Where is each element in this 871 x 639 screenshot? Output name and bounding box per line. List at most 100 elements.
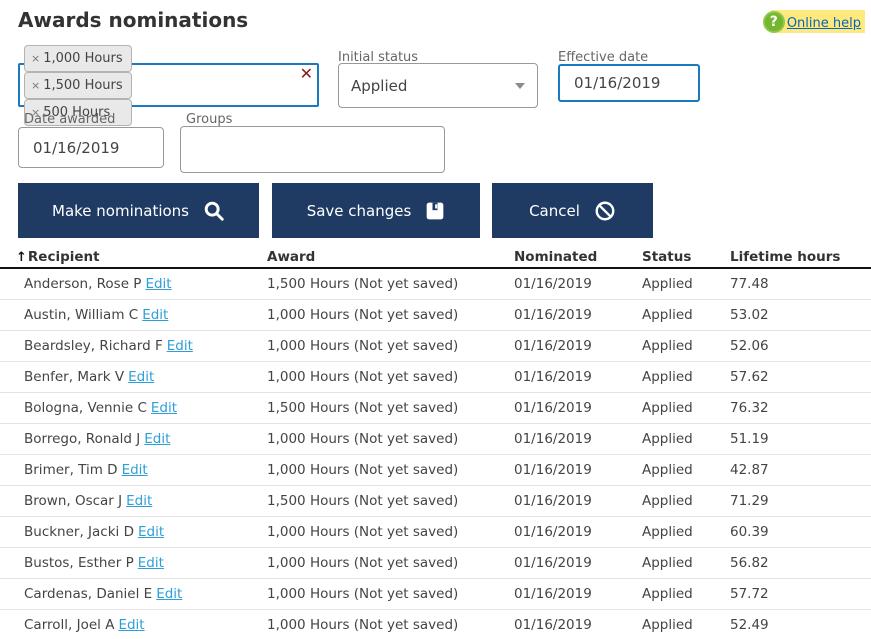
status-cell: Applied <box>642 524 693 540</box>
initial-status-select[interactable]: Applied <box>338 63 538 108</box>
table-row: Anderson, Rose P Edit 1,500 Hours (Not ye… <box>0 269 871 300</box>
cancel-button[interactable]: Cancel <box>492 183 653 238</box>
page-title: Awards nominations <box>18 8 249 32</box>
nominated-cell: 01/16/2019 <box>514 493 592 509</box>
recipient-cell: Carroll, Joel A Edit <box>24 617 145 633</box>
nominated-cell: 01/16/2019 <box>514 555 592 571</box>
nominated-cell: 01/16/2019 <box>514 462 592 478</box>
column-header-recipient[interactable]: ↑ Recipient <box>16 249 100 265</box>
groups-input[interactable] <box>180 126 445 173</box>
type-tag[interactable]: × 1,000 Hours <box>24 44 132 72</box>
recipient-cell: Brown, Oscar J Edit <box>24 493 153 509</box>
date-awarded-input[interactable] <box>18 127 164 168</box>
lifetime-hours-cell: 51.19 <box>730 431 769 447</box>
chevron-down-icon <box>515 82 525 89</box>
lifetime-hours-cell: 52.06 <box>730 338 769 354</box>
lifetime-hours-cell: 76.32 <box>730 400 769 416</box>
table-row: Brimer, Tim D Edit 1,000 Hours (Not yet s… <box>0 455 871 486</box>
make-nominations-button[interactable]: Make nominations <box>18 183 259 238</box>
edit-link[interactable]: Edit <box>118 617 145 633</box>
lifetime-hours-cell: 53.02 <box>730 307 769 323</box>
recipient-cell: Cardenas, Daniel E Edit <box>24 586 183 602</box>
table-row: Austin, William C Edit 1,000 Hours (Not y… <box>0 300 871 331</box>
nominated-cell: 01/16/2019 <box>514 276 592 292</box>
award-cell: 1,000 Hours (Not yet saved) <box>267 369 459 385</box>
status-cell: Applied <box>642 555 693 571</box>
award-cell: 1,000 Hours (Not yet saved) <box>267 462 459 478</box>
groups-label: Groups <box>186 112 233 127</box>
status-cell: Applied <box>642 586 693 602</box>
save-changes-button[interactable]: Save changes <box>272 183 480 238</box>
edit-link[interactable]: Edit <box>142 307 169 323</box>
table-row: Bologna, Vennie C Edit 1,500 Hours (Not y… <box>0 393 871 424</box>
table-row: Buckner, Jacki D Edit 1,000 Hours (Not ye… <box>0 517 871 548</box>
date-awarded-label: Date awarded <box>24 112 116 127</box>
nominations-table: ↑ Recipient Award Nominated Status Lifet… <box>0 247 871 639</box>
types-multiselect[interactable]: × 1,000 Hours × 1,500 Hours × 500 Hours ✕ <box>18 44 319 126</box>
column-header-lifetime-hours[interactable]: Lifetime hours <box>730 249 841 265</box>
table-row: Beardsley, Richard F Edit 1,000 Hours (No… <box>0 331 871 362</box>
table-row: Bustos, Esther P Edit 1,000 Hours (Not ye… <box>0 548 871 579</box>
cancel-icon <box>595 201 615 220</box>
edit-link[interactable]: Edit <box>126 493 153 509</box>
online-help-link[interactable]: Online help <box>786 16 861 31</box>
initial-status-value: Applied <box>351 76 408 95</box>
status-cell: Applied <box>642 431 693 447</box>
nominated-cell: 01/16/2019 <box>514 338 592 354</box>
initial-status-label: Initial status <box>338 50 419 65</box>
nominated-cell: 01/16/2019 <box>514 307 592 323</box>
search-icon <box>204 201 224 221</box>
edit-link[interactable]: Edit <box>144 431 171 447</box>
edit-link[interactable]: Edit <box>137 555 164 571</box>
save-icon <box>426 202 444 219</box>
nominated-cell: 01/16/2019 <box>514 586 592 602</box>
clear-types-icon[interactable]: ✕ <box>299 64 313 83</box>
recipient-cell: Buckner, Jacki D Edit <box>24 524 165 540</box>
award-cell: 1,000 Hours (Not yet saved) <box>267 524 459 540</box>
lifetime-hours-cell: 42.87 <box>730 462 769 478</box>
recipient-cell: Austin, William C Edit <box>24 307 169 323</box>
table-row: Cardenas, Daniel E Edit 1,000 Hours (Not … <box>0 579 871 610</box>
column-header-nominated[interactable]: Nominated <box>514 249 598 265</box>
lifetime-hours-cell: 71.29 <box>730 493 769 509</box>
status-cell: Applied <box>642 338 693 354</box>
award-cell: 1,000 Hours (Not yet saved) <box>267 586 459 602</box>
status-cell: Applied <box>642 276 693 292</box>
edit-link[interactable]: Edit <box>128 369 155 385</box>
recipient-cell: Brimer, Tim D Edit <box>24 462 148 478</box>
nominated-cell: 01/16/2019 <box>514 431 592 447</box>
lifetime-hours-cell: 52.49 <box>730 617 769 633</box>
recipient-cell: Anderson, Rose P Edit <box>24 276 172 292</box>
nominated-cell: 01/16/2019 <box>514 524 592 540</box>
edit-link[interactable]: Edit <box>150 400 178 416</box>
online-help[interactable]: ? Online help <box>762 10 865 33</box>
nominated-cell: 01/16/2019 <box>514 369 592 385</box>
edit-link[interactable]: Edit <box>145 276 172 292</box>
award-cell: 1,000 Hours (Not yet saved) <box>267 555 459 571</box>
edit-link[interactable]: Edit <box>156 586 183 602</box>
lifetime-hours-cell: 57.72 <box>730 586 769 602</box>
table-row: Borrego, Ronald J Edit 1,000 Hours (Not y… <box>0 424 871 455</box>
edit-link[interactable]: Edit <box>121 462 148 478</box>
table-header: ↑ Recipient Award Nominated Status Lifet… <box>0 247 871 269</box>
effective-date-input[interactable] <box>558 64 700 102</box>
status-cell: Applied <box>642 617 693 633</box>
edit-link[interactable]: Edit <box>137 524 165 540</box>
recipient-cell: Borrego, Ronald J Edit <box>24 431 171 447</box>
column-header-status[interactable]: Status <box>642 249 692 265</box>
type-tag[interactable]: × 500 Hours <box>24 98 132 126</box>
type-tag[interactable]: × 1,500 Hours <box>24 71 132 99</box>
remove-tag-icon[interactable]: × <box>31 105 41 119</box>
question-icon: ? <box>762 10 785 33</box>
remove-tag-icon[interactable]: × <box>31 78 41 92</box>
column-header-award[interactable]: Award <box>267 249 316 265</box>
award-cell: 1,500 Hours (Not yet saved) <box>267 276 459 292</box>
recipient-cell: Benfer, Mark V Edit <box>24 369 155 385</box>
status-cell: Applied <box>642 369 693 385</box>
status-cell: Applied <box>642 493 693 509</box>
award-cell: 1,500 Hours (Not yet saved) <box>267 400 459 416</box>
edit-link[interactable]: Edit <box>166 338 193 354</box>
award-cell: 1,500 Hours (Not yet saved) <box>267 493 459 509</box>
remove-tag-icon[interactable]: × <box>31 51 41 65</box>
